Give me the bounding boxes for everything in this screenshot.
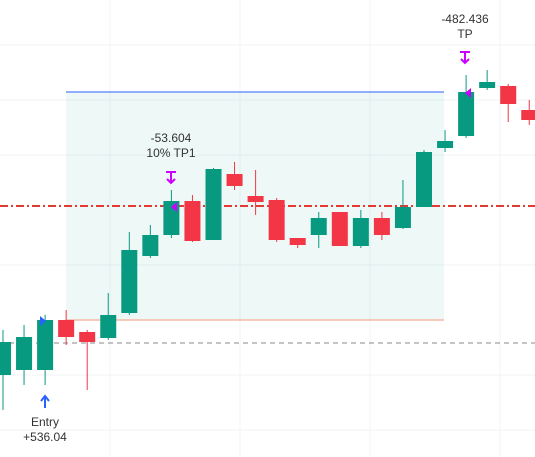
candle-body: [142, 235, 159, 256]
candle-body: [437, 141, 454, 148]
candle-body: [205, 169, 222, 240]
annotation: Entry: [31, 415, 59, 429]
annotation: +536.04: [23, 430, 67, 444]
candle-body: [79, 332, 96, 342]
candle-body: [310, 218, 327, 235]
candle-body: [0, 342, 11, 375]
candle-body: [352, 218, 369, 246]
candle-body: [121, 250, 138, 313]
annotation: TP: [457, 27, 472, 41]
candle-body: [16, 337, 33, 370]
annotation: -53.604: [151, 131, 192, 145]
candle-body: [58, 320, 75, 337]
candle-body: [268, 200, 285, 240]
candle-body: [373, 218, 390, 235]
annotation: 10% TP1: [146, 146, 195, 160]
candle-body: [416, 152, 432, 207]
candle-body: [479, 82, 496, 88]
candle-body: [226, 174, 243, 186]
candle-body: [247, 196, 264, 202]
markers: [40, 51, 471, 408]
candle-body: [37, 320, 54, 370]
candle-body: [184, 201, 201, 241]
candle-body: [458, 92, 475, 136]
annotation: -482.436: [441, 12, 489, 26]
candle-body: [394, 207, 411, 228]
candle-body: [521, 110, 535, 120]
candle-body: [500, 86, 517, 104]
candle-body: [331, 212, 348, 246]
candle-body: [289, 238, 306, 245]
candle-body: [100, 315, 117, 338]
